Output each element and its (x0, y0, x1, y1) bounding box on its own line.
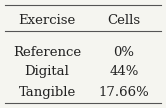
Text: 17.66%: 17.66% (98, 86, 149, 99)
Text: 0%: 0% (113, 46, 134, 59)
Text: Digital: Digital (25, 64, 70, 78)
Text: 44%: 44% (109, 64, 138, 78)
Text: Tangible: Tangible (18, 86, 76, 99)
Text: Cells: Cells (107, 14, 140, 27)
Text: Reference: Reference (13, 46, 81, 59)
Text: Exercise: Exercise (18, 14, 76, 27)
